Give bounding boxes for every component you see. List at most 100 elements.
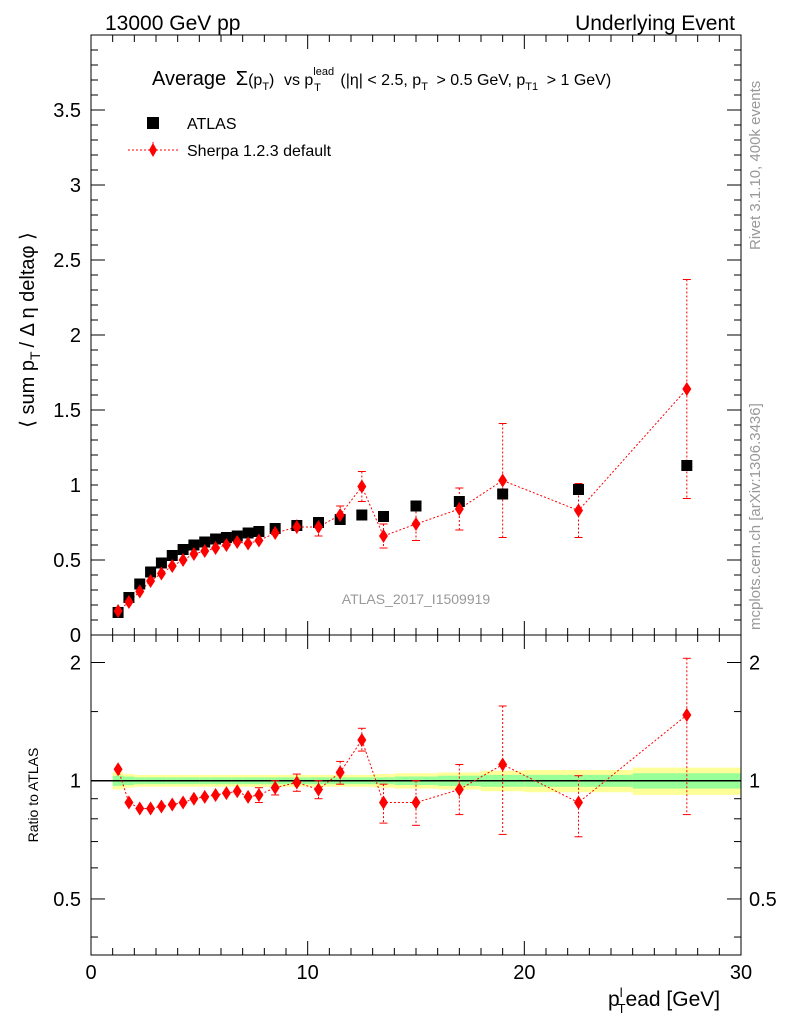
mc-point — [682, 382, 692, 396]
ratio-mc-point — [221, 786, 231, 801]
ratio-y-tick-label: 2 — [70, 653, 81, 675]
mc-point — [292, 520, 302, 534]
ratio-mc-point — [270, 780, 280, 795]
atlas-point — [242, 527, 254, 539]
atlas-point — [497, 488, 509, 500]
main-y-tick-label: 1.5 — [53, 400, 81, 422]
mc-point — [314, 520, 323, 534]
x-tick-label: 20 — [513, 962, 535, 984]
ratio-mc-point — [314, 782, 323, 797]
mc-point — [232, 535, 242, 549]
ratio-mc-point — [454, 782, 464, 797]
atlas-point — [220, 532, 232, 543]
rivet-label: Rivet 3.1.10, 400k events — [747, 81, 764, 250]
ratio-mc-point — [335, 765, 345, 780]
ratio-y-tick-label: 0.5 — [53, 889, 81, 911]
mc-point — [379, 529, 388, 543]
ratio-mc-point — [135, 801, 145, 816]
main-y-tick-label: 1 — [70, 475, 81, 497]
legend-atlas-label: ATLAS — [187, 116, 237, 133]
ratio-mc-point — [189, 791, 199, 806]
ratio-mc-point — [574, 795, 583, 810]
ratio-mc-point — [254, 787, 264, 802]
mcplots-label: mcplots.cern.ch [arXiv:1306.3436] — [747, 403, 764, 630]
ratio-mc-point — [178, 795, 188, 810]
ratio-mc-point — [357, 732, 367, 747]
ratio-y-tick-label-right: 2 — [749, 653, 760, 675]
ratio-mc-point — [167, 797, 177, 812]
mc-point — [167, 559, 177, 573]
mc-point — [498, 473, 508, 488]
header-right: Underlying Event — [575, 12, 735, 35]
atlas-point — [199, 536, 211, 548]
mc-point — [178, 553, 188, 567]
mc-point — [254, 533, 264, 548]
mc-point — [146, 574, 156, 588]
mc-point — [574, 503, 583, 518]
atlas-point — [573, 484, 584, 495]
ratio-mc-point — [292, 775, 302, 790]
x-axis-label: pl Tead [GeV] — [608, 985, 720, 1016]
atlas-point — [188, 539, 200, 551]
svg-text:⟨ sum pT/ Δ η deltaφ ⟩: ⟨ sum pT/ Δ η deltaφ ⟩ — [17, 232, 43, 428]
main-title: Average Σ(pT) vs plead T (|η| < 2.5, pT >… — [152, 66, 611, 96]
atlas-point — [681, 460, 693, 471]
legend-atlas-marker — [147, 117, 159, 129]
ratio-mc-point — [682, 708, 692, 723]
atlas-point — [166, 550, 178, 561]
ratio-ylabel: Ratio to ATLAS — [25, 748, 41, 843]
mc-point — [411, 517, 421, 531]
ratio-y-tick-label-right: 0.5 — [749, 889, 777, 911]
analysis-tag: ATLAS_2017_I1509919 — [342, 591, 491, 607]
ratio-mc-point — [498, 757, 508, 772]
ratio-y-tick-label-right: 1 — [749, 771, 760, 793]
mc-point — [243, 536, 253, 551]
mc-point — [211, 541, 221, 555]
ratio-mc-point — [113, 762, 123, 777]
ratio-mc-point — [124, 795, 134, 810]
atlas-point — [177, 544, 189, 555]
mc-point — [135, 584, 145, 599]
atlas-point — [410, 500, 422, 512]
svg-text:Average Σ(pT) vs p: Average Σ(pT) vs plead T (|η| < 2.5, pT >… — [152, 66, 611, 96]
atlas-point — [378, 511, 389, 522]
main-y-tick-label: 3 — [70, 175, 81, 197]
mc-point — [189, 547, 199, 561]
main-y-tick-label: 3.5 — [53, 100, 81, 122]
main-y-tick-label: 2 — [70, 325, 81, 347]
ratio-y-tick-label: 1 — [70, 771, 81, 793]
legend-sherpa-label: Sherpa 1.2.3 default — [187, 143, 332, 160]
ratio-mc-point — [379, 795, 388, 810]
x-tick-label: 30 — [730, 962, 752, 984]
atlas-point — [253, 526, 265, 537]
ratio-mc-point — [411, 795, 421, 810]
mc-point — [221, 538, 231, 552]
legend: ATLAS Sherpa 1.2.3 default — [128, 116, 332, 160]
atlas-point — [134, 578, 146, 590]
mc-point — [335, 508, 345, 522]
main-y-tick-label: 0 — [70, 625, 81, 647]
main-y-tick-label: 0.5 — [53, 550, 81, 572]
ratio-mc-point — [232, 784, 242, 799]
atlas-point — [145, 566, 157, 578]
mc-point — [270, 526, 280, 540]
ratio-mc-point — [156, 799, 166, 814]
header-left: 13000 GeV pp — [105, 12, 240, 35]
ratio-mc-point — [200, 789, 210, 804]
mc-line — [117, 388, 688, 612]
ratio-mc-point — [211, 787, 221, 802]
atlas-point — [155, 557, 167, 569]
mc-point — [200, 544, 210, 558]
ratio-mc-point — [243, 789, 253, 804]
mc-point — [124, 595, 134, 609]
main-ylabel: ⟨ sum pT/ Δ η deltaφ ⟩ — [17, 232, 43, 428]
atlas-point — [453, 496, 465, 507]
legend-sherpa-marker — [149, 143, 157, 157]
mc-point — [113, 604, 123, 618]
atlas-point — [210, 533, 222, 545]
main-y-tick-label: 2.5 — [53, 250, 81, 272]
ratio-mc-point — [146, 801, 156, 816]
x-tick-label: 10 — [297, 962, 319, 984]
